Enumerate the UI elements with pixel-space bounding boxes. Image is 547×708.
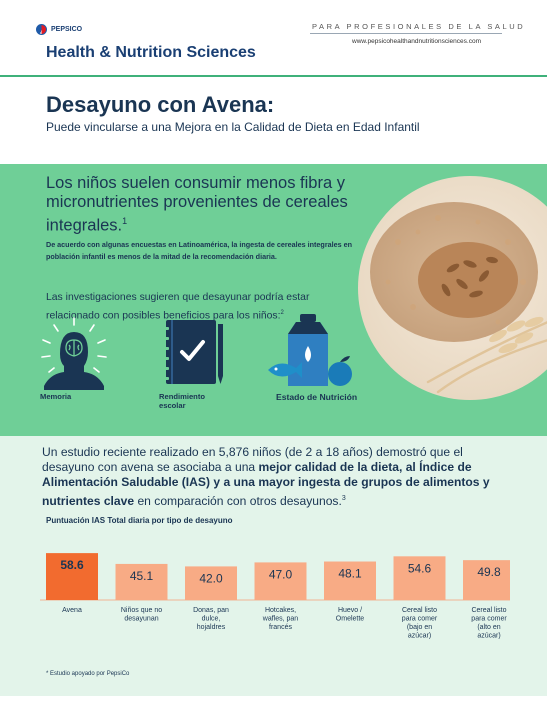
bar-value-label-0: 58.6 [60, 558, 84, 572]
head-brain-icon [41, 317, 107, 390]
header-rule [310, 33, 502, 34]
food-group-icon [268, 314, 352, 386]
category-label-5: Cereal listo para comer (bajo en azúcar) [402, 607, 438, 640]
footnote: * Estudio apoyado por PepsiCo [46, 671, 130, 677]
benefit-memory-label: Memoria [40, 392, 72, 401]
bar-6 [463, 560, 510, 600]
bar-5 [393, 556, 446, 600]
category-label-2: Donas, pan dulce, hojaldres [193, 607, 229, 631]
panel-heading-text: Los niños suelen consumir menos fibra y … [46, 174, 348, 235]
bar-0 [46, 553, 98, 600]
page-subtitle: Puede vincularse a una Mejora en la Cali… [46, 120, 420, 134]
audience-label: PARA PROFESIONALES DE LA SALUD [312, 22, 526, 31]
division-name: Health & Nutrition Sciences [46, 44, 256, 61]
bar-value-label-3: 47.0 [269, 567, 293, 581]
study-summary: Un estudio reciente realizado en 5,876 n… [42, 445, 512, 509]
bar-4 [324, 561, 376, 600]
pepsico-logo: PEPSICO [36, 24, 82, 35]
bar-3 [254, 562, 307, 600]
bar-value-label-1: 45.1 [130, 569, 154, 583]
research-reference: 2 [280, 309, 284, 316]
category-label-6: Cereal listo para comer (alto en azúcar) [471, 607, 507, 640]
category-label-3: Hotcakes, wafles, pan francés [262, 607, 299, 631]
heading-reference: 1 [122, 216, 128, 226]
category-label-0: Avena [62, 607, 82, 614]
bar-value-label-4: 48.1 [338, 567, 362, 581]
oat-grains-image [358, 176, 547, 400]
panel-research: Las investigaciones sugieren que desayun… [46, 291, 356, 323]
study-text-highlight: mejor calidad de la dieta, al Índice de … [42, 460, 490, 508]
benefit-school-label: Rendimiento escolar [159, 392, 205, 410]
study-text-part1: Un estudio reciente realizado en 5,876 n… [42, 445, 463, 475]
panel-statement: De acuerdo con algunas encuestas en Lati… [46, 240, 352, 261]
category-label-1: Niños que no desayunan [121, 607, 162, 623]
bar-value-label-5: 54.6 [408, 561, 432, 575]
benefit-nutrition-label: Estado de Nutrición [276, 392, 358, 402]
bar-value-label-2: 42.0 [199, 571, 223, 585]
research-text: Las investigaciones sugieren que desayun… [46, 292, 310, 321]
study-reference: 3 [341, 494, 346, 502]
notebook-check-icon [163, 320, 223, 384]
header-divider [0, 75, 547, 77]
category-label-4: Huevo / Omelette [336, 607, 365, 623]
panel-heading: Los niños suelen consumir menos fibra y … [46, 174, 366, 236]
pepsico-globe-icon [36, 24, 47, 35]
chart-title: Puntuación IAS Total diaria por tipo de … [46, 516, 233, 525]
ias-bar-chart: 58.6 Avena 45.1 Niños que no desayunan 42.0 Do… [40, 553, 510, 640]
page-header [0, 0, 547, 76]
bar-value-label-6: 49.8 [477, 565, 501, 579]
website-link[interactable]: www.pepsicohealthandnutritionsciences.co… [352, 38, 481, 45]
page-title: Desayuno con Avena: [46, 92, 275, 117]
page-bottom [0, 696, 547, 708]
logo-text: PEPSICO [51, 26, 83, 33]
bar-1 [115, 563, 168, 600]
bar-2 [185, 566, 237, 600]
study-text-part2: en comparación con otros desayunos. [134, 493, 342, 508]
